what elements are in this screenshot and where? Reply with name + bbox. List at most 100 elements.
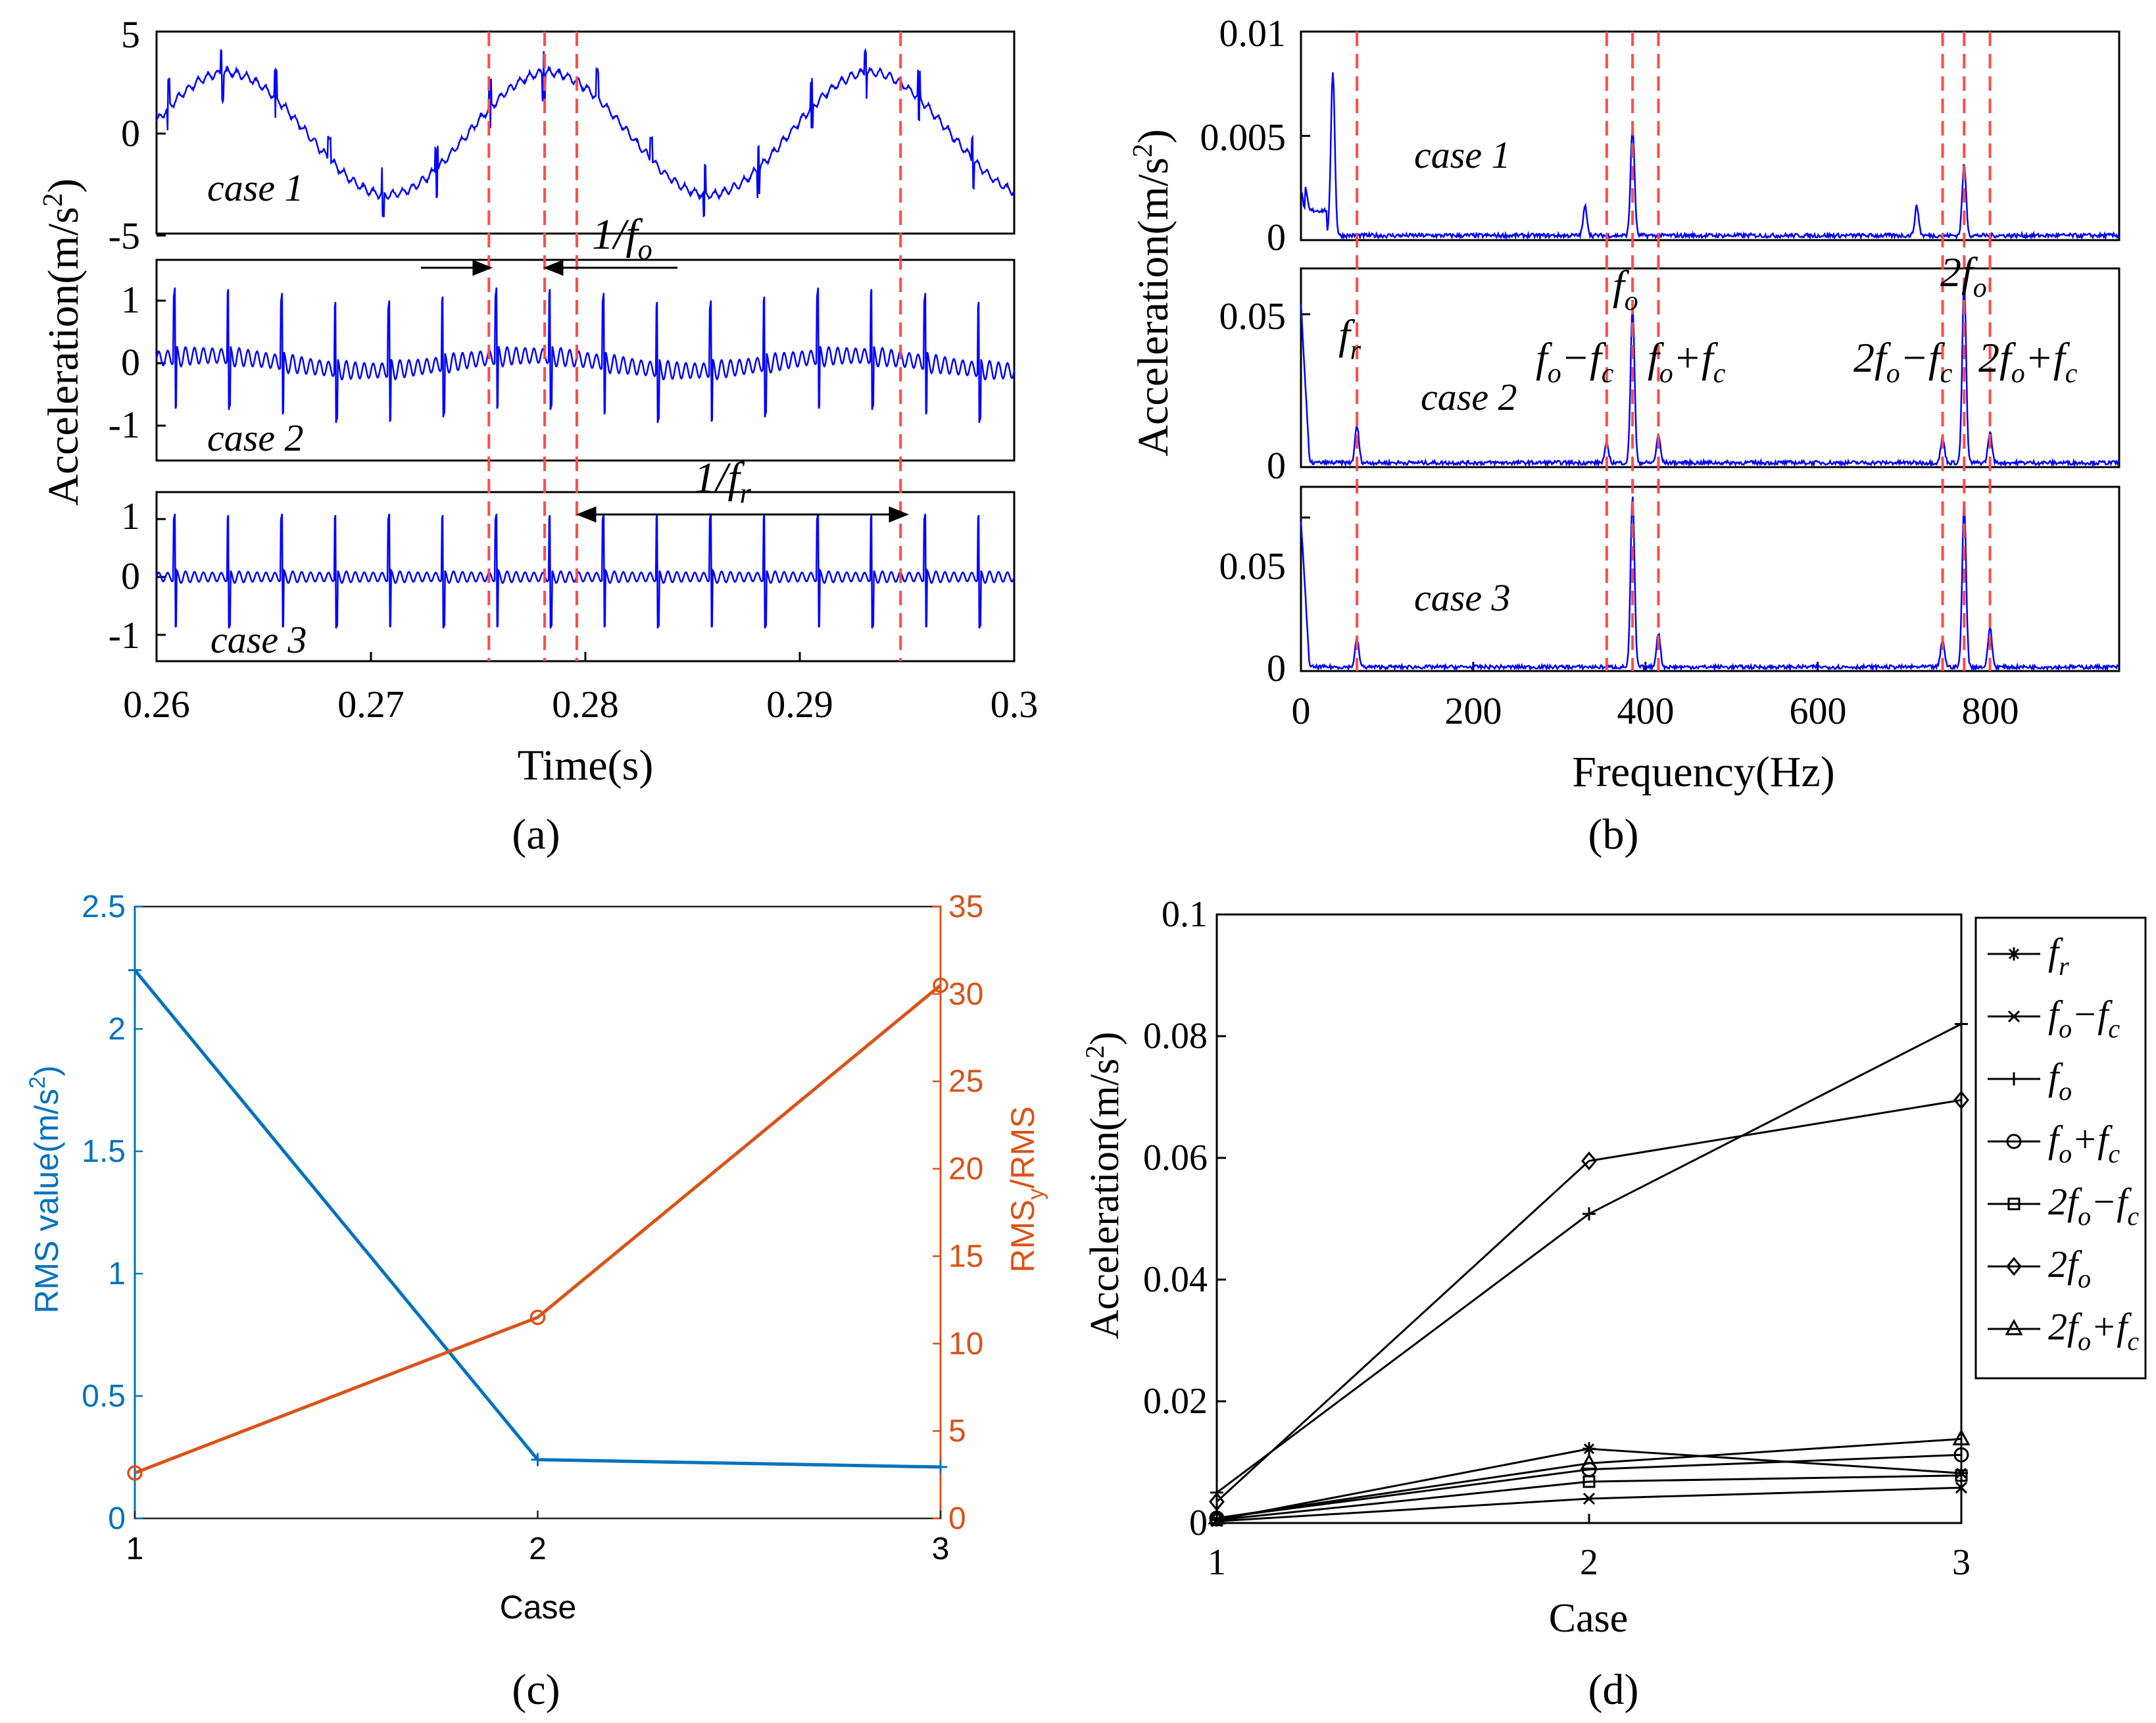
d-ytick: 0.04 [1143, 1259, 1208, 1300]
a-ytick: -1 [109, 403, 140, 446]
b-case1-spectrum [1300, 72, 2120, 241]
d-series-point [1208, 1508, 1226, 1525]
b-case2-label: case 2 [1421, 376, 1517, 418]
c-ytick-left: 1 [108, 1257, 126, 1291]
c-ratio-point [933, 977, 948, 993]
c-ytick-left: 2.5 [82, 889, 126, 924]
d-series-point [1955, 1017, 1968, 1031]
a-fr-annotation: 1/fr [694, 454, 752, 509]
d-series-point [1952, 1429, 1971, 1445]
a-xtick: 0.29 [766, 683, 833, 726]
a-ylabel: Acceleration(m/s2) [38, 178, 87, 505]
b-xtick: 200 [1445, 689, 1502, 732]
c-rms-point [128, 963, 141, 977]
a-ytick: 0 [121, 555, 140, 597]
d-ytick: 0.06 [1143, 1137, 1208, 1178]
b-xtick: 600 [1790, 689, 1847, 732]
b-ytick: 0 [1267, 216, 1286, 259]
d-legend-marker [2007, 1197, 2021, 1211]
panel-d-chart: 0 0.02 0.04 0.06 0.08 0.1 1 2 3 Case Accelerati… [1080, 894, 2147, 1714]
b-xtick: 0 [1292, 689, 1311, 732]
d-series-point [1953, 1090, 1969, 1110]
b-fo-plus-fc-annotation: fo+fc [1648, 334, 1726, 389]
c-ytick-left: 1.5 [82, 1134, 126, 1169]
c-xtick: 2 [529, 1532, 547, 1566]
b-panel-label: (b) [1588, 811, 1639, 859]
b-subplot-frame [1300, 267, 2120, 468]
c-rms-point [934, 1460, 947, 1474]
c-ytick-right: 30 [948, 977, 983, 1012]
d-xlabel: Case [1549, 1596, 1629, 1641]
d-ylabel: Acceleration(m/s2) [1080, 1032, 1127, 1339]
c-rms-point [531, 1453, 545, 1466]
a-case2-trace [155, 287, 1016, 423]
panel-b-chart: case 1 case 2 case 3 0.01 0.005 0 0.05 0… [1128, 12, 2120, 859]
d-legend-marker [2007, 1072, 2021, 1086]
d-series-point [1582, 1475, 1596, 1488]
a-case3-label: case 3 [210, 618, 307, 661]
c-ytick-right: 5 [948, 1414, 966, 1449]
b-case3-label: case 3 [1414, 576, 1511, 619]
a-xtick: 0.27 [337, 683, 404, 726]
c-ytick-left: 0 [108, 1501, 126, 1536]
b-subplot-frame [1300, 486, 2120, 672]
a-case3-trace [155, 513, 1016, 629]
c-xtick: 1 [126, 1532, 144, 1566]
a-ytick: 0 [121, 341, 140, 384]
d-legend-marker [2007, 1010, 2021, 1023]
a-ytick: -1 [109, 614, 140, 657]
c-ytick-right: 20 [948, 1152, 983, 1187]
b-xlabel: Frequency(Hz) [1572, 748, 1834, 796]
c-xlabel: Case [500, 1589, 577, 1626]
panel-a-chart: case 1 case 2 case 3 5 0 -5 1 0 -1 1 0 -… [38, 13, 1038, 859]
a-fr-arrow [576, 506, 910, 523]
d-series-point [1582, 1442, 1596, 1456]
b-case2-spectrum [1300, 283, 2120, 468]
a-ytick: 1 [121, 278, 140, 321]
a-ytick: -5 [109, 214, 140, 257]
d-series-point [1580, 1453, 1598, 1470]
d-legend-marker [2007, 947, 2021, 961]
a-xtick: 0.26 [123, 683, 190, 726]
b-ylabel: Acceleration(m/s2) [1128, 129, 1177, 456]
d-series-point [1955, 1482, 1968, 1494]
a-xlabel: Time(s) [518, 741, 654, 789]
a-ytick: 1 [121, 495, 140, 537]
d-series-line [1215, 1099, 1962, 1503]
a-case1-label: case 1 [207, 166, 304, 209]
d-legend-marker [2005, 1318, 2023, 1336]
a-ytick: 0 [121, 112, 140, 155]
d-series-point [1581, 1151, 1597, 1170]
d-legend-item: 2fo−fc [1988, 1180, 2139, 1231]
c-panel-label: (c) [512, 1666, 560, 1714]
a-ytick: 5 [121, 13, 140, 56]
d-series-point [1582, 1492, 1596, 1505]
b-2fo-minus-fc-annotation: 2fo−fc [1853, 334, 1953, 389]
b-2fo-plus-fc-annotation: 2fo+fc [1978, 334, 2078, 389]
d-legend-marker [2006, 1134, 2022, 1149]
b-case1-label: case 1 [1414, 134, 1511, 176]
d-legend-item: fo [1988, 1055, 2072, 1106]
b-ytick: 0.05 [1219, 295, 1286, 337]
d-legend-label: 2fo−fc [2048, 1180, 2139, 1231]
d-series-point [1955, 1469, 1968, 1482]
b-case3-spectrum [1300, 496, 2120, 672]
a-case1-trace [155, 47, 1015, 218]
d-series-line [1216, 1474, 1962, 1521]
d-series-point [1582, 1207, 1596, 1221]
c-ytick-right: 15 [948, 1239, 983, 1274]
a-subplot-frame [155, 259, 1016, 462]
panel-c-chart: 0 0.5 1 1.5 2 2.5 0 5 10 15 20 25 30 35 1 2 3 Case RMS… [25, 889, 1048, 1714]
d-legend-label: 2fo [2048, 1243, 2091, 1293]
a-xtick: 0.3 [991, 683, 1039, 726]
b-ytick: 0.05 [1219, 545, 1286, 587]
d-series-point [1953, 1447, 1969, 1462]
c-ytick-left: 2 [108, 1012, 126, 1047]
d-ytick: 0.1 [1162, 894, 1208, 935]
c-ytick-right: 35 [948, 889, 983, 924]
b-ytick: 0.005 [1200, 116, 1286, 159]
a-case2-label: case 2 [207, 416, 304, 459]
d-legend-box [1974, 916, 2147, 1380]
